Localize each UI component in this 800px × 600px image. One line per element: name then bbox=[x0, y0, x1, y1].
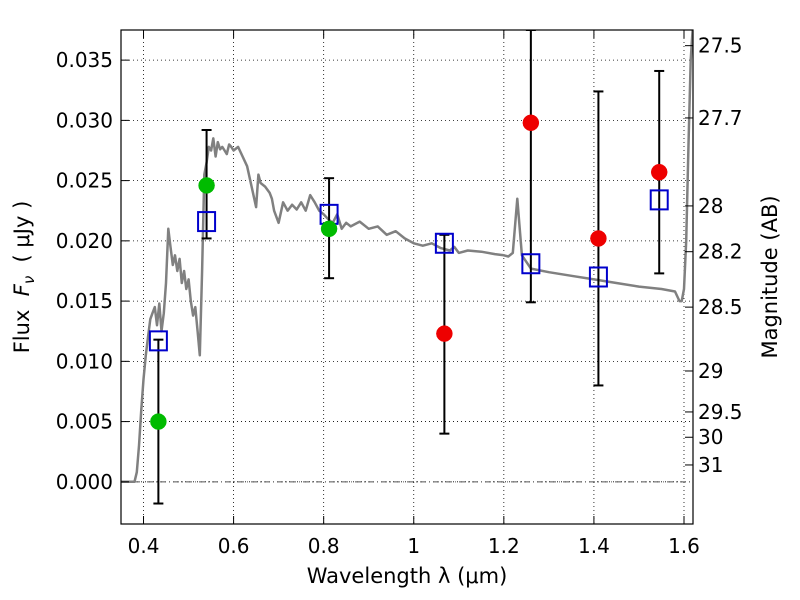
y-axis-label-subscript: ν bbox=[20, 276, 38, 284]
y-axis-label-suffix: ( μJy ) bbox=[10, 201, 34, 276]
x-tick-label: 0.4 bbox=[128, 534, 160, 558]
y2-tick-label: 28.5 bbox=[698, 295, 743, 319]
plot-frame bbox=[120, 29, 694, 525]
y-axis-label-symbol: F bbox=[10, 283, 34, 296]
y-axis-label-prefix: Flux bbox=[10, 296, 34, 353]
y-tick-label: 0.030 bbox=[56, 108, 113, 132]
x-axis-label: Wavelength λ (μm) bbox=[307, 564, 508, 588]
y2-tick-label: 28 bbox=[698, 194, 723, 218]
x-tick-label: 1.6 bbox=[668, 534, 700, 558]
red-data-point bbox=[522, 114, 540, 132]
y2-tick-label: 30 bbox=[698, 425, 723, 449]
model-flux-square bbox=[521, 253, 541, 275]
x-tick-label: 1.4 bbox=[578, 534, 610, 558]
y2-tick-label: 31 bbox=[698, 453, 723, 477]
y2-tick-label: 27.5 bbox=[698, 34, 743, 58]
model-flux-square bbox=[148, 330, 168, 352]
x-tick-label: 0.8 bbox=[308, 534, 340, 558]
y2-tick-label: 29.5 bbox=[698, 400, 743, 424]
axis-ticks bbox=[121, 30, 693, 524]
y-tick-label: 0.000 bbox=[56, 470, 113, 494]
y-tick-label: 0.020 bbox=[56, 229, 113, 253]
axis-tick-labels: 0.4 0.6 0.8 1 1.2 1.4 1.6 0.000 0.005 0.010 0.015 0… bbox=[56, 34, 743, 558]
y-tick-label: 0.025 bbox=[56, 169, 113, 193]
x-tick-label: 1 bbox=[407, 534, 420, 558]
red-data-point bbox=[590, 230, 607, 247]
red-data-point bbox=[436, 325, 453, 342]
x-tick-label: 0.6 bbox=[218, 534, 250, 558]
y-axis-label: Flux Fν ( μJy ) bbox=[10, 201, 38, 354]
y2-tick-label: 29 bbox=[698, 359, 723, 383]
y-tick-label: 0.010 bbox=[56, 349, 113, 373]
plot-series bbox=[121, 30, 693, 505]
model-flux-square bbox=[434, 232, 454, 254]
green-data-point bbox=[150, 413, 167, 430]
model-flux-square bbox=[197, 211, 217, 233]
model-flux-square bbox=[649, 189, 669, 211]
green-data-point bbox=[320, 220, 338, 238]
red-data-point bbox=[650, 163, 668, 181]
model-sed-line bbox=[121, 30, 693, 484]
y2-tick-label: 27.7 bbox=[698, 106, 743, 130]
y2-axis-label: Magnitude (AB) bbox=[758, 195, 782, 358]
y-tick-label: 0.005 bbox=[56, 410, 113, 434]
model-flux-square bbox=[588, 266, 608, 288]
x-tick-label: 1.2 bbox=[488, 534, 520, 558]
y-tick-label: 0.035 bbox=[56, 48, 113, 72]
green-data-point bbox=[198, 177, 215, 194]
y-tick-label: 0.015 bbox=[56, 289, 113, 313]
y2-tick-label: 28.2 bbox=[698, 240, 743, 264]
